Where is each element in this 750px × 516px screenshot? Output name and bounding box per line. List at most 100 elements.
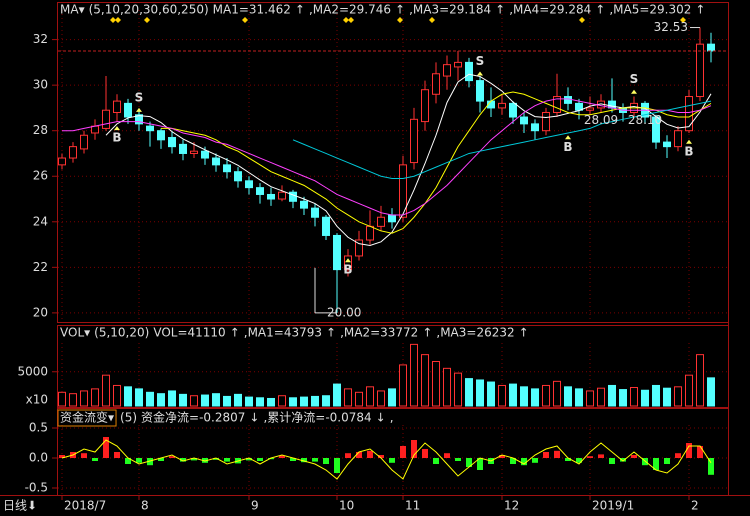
candle-body bbox=[212, 157, 220, 166]
candle-body bbox=[333, 234, 341, 271]
volume-bar bbox=[399, 364, 407, 407]
volume-bar bbox=[487, 381, 495, 407]
volume-bar bbox=[531, 388, 539, 407]
volume-bar bbox=[641, 389, 649, 407]
header-item: ↑ bbox=[695, 3, 705, 17]
candle-body bbox=[201, 150, 209, 159]
candle-body bbox=[498, 102, 506, 109]
header-item: MA1=31.462 bbox=[213, 3, 291, 17]
x-tick-label: 12 bbox=[504, 499, 519, 513]
volume-bar bbox=[707, 377, 715, 407]
flow-bar bbox=[81, 453, 87, 458]
candle-body bbox=[69, 146, 77, 159]
volume-unit: x10 bbox=[26, 393, 48, 407]
flow-bar bbox=[323, 458, 329, 464]
flow-bar bbox=[477, 458, 483, 470]
volume-bar bbox=[201, 394, 209, 407]
header-item: ,MA2=33772 bbox=[340, 326, 418, 340]
header-item: ,累计净流=-0.0784 bbox=[263, 411, 371, 425]
flow-bar bbox=[92, 458, 98, 461]
volume-bar bbox=[597, 387, 605, 407]
flow-bar bbox=[279, 455, 285, 458]
x-tick-label: 2 bbox=[691, 499, 699, 513]
flow-bar bbox=[367, 450, 373, 458]
y-tick-label: 28 bbox=[33, 123, 48, 137]
signal: B bbox=[112, 131, 121, 145]
annotation: 28.09 bbox=[584, 113, 618, 127]
volume-bar bbox=[421, 354, 429, 407]
flow-bar bbox=[103, 437, 109, 458]
signal-arrow bbox=[686, 139, 692, 144]
signal: S bbox=[630, 72, 639, 86]
volume-bar bbox=[586, 390, 594, 407]
x-tick-label: 2018/7 bbox=[64, 499, 106, 513]
volume-bar bbox=[454, 372, 462, 407]
header-item: MA▾ bbox=[60, 3, 85, 17]
flow-bar bbox=[708, 458, 714, 475]
candle-body bbox=[157, 130, 165, 141]
flow-bar bbox=[422, 449, 428, 458]
y-tick-label: 26 bbox=[33, 169, 48, 183]
x-tick-label: 10 bbox=[339, 499, 354, 513]
flow-bar bbox=[378, 455, 384, 458]
flow-bar bbox=[301, 458, 307, 463]
candle-body bbox=[366, 225, 374, 241]
candle-body bbox=[586, 107, 594, 111]
signal-arrow bbox=[631, 89, 637, 94]
flow-bar bbox=[631, 455, 637, 458]
volume-bar bbox=[377, 390, 385, 407]
volume-bar bbox=[80, 390, 88, 407]
volume-bar bbox=[212, 393, 220, 407]
flow-bar bbox=[587, 456, 593, 458]
candle-body bbox=[124, 102, 132, 118]
header-item: ↑ bbox=[495, 3, 505, 17]
flow-bar bbox=[224, 458, 230, 462]
flow-bar bbox=[675, 453, 681, 458]
flow-bar bbox=[147, 458, 153, 466]
header-item: ↑ bbox=[519, 326, 529, 340]
volume-bar bbox=[685, 374, 693, 407]
candle-body bbox=[344, 255, 352, 271]
volume-bar bbox=[179, 393, 187, 407]
flow-bar bbox=[433, 458, 439, 464]
volume-bar bbox=[630, 387, 638, 407]
y-tick-label: 32 bbox=[33, 32, 48, 46]
volume-bar bbox=[509, 383, 517, 407]
candle-body bbox=[432, 73, 440, 95]
y-tick-label: 20 bbox=[33, 305, 48, 319]
candle-body bbox=[520, 116, 528, 125]
annotation: 32.53 bbox=[654, 20, 688, 34]
candle-body bbox=[256, 187, 264, 195]
flow-bar bbox=[598, 454, 604, 458]
flow-bar bbox=[521, 458, 527, 466]
volume-bar bbox=[168, 390, 176, 407]
flow-name: 资金流变▾ bbox=[60, 410, 114, 425]
volume-bar bbox=[652, 384, 660, 407]
header-item: ↑ bbox=[295, 3, 305, 17]
volume-bar bbox=[619, 389, 627, 407]
flow-bar bbox=[455, 458, 461, 461]
volume-bar bbox=[443, 367, 451, 407]
volume-bar bbox=[410, 343, 418, 407]
candle-body bbox=[553, 96, 561, 113]
signal: B bbox=[684, 144, 693, 158]
volume-bar bbox=[498, 384, 506, 407]
candle-body bbox=[399, 164, 407, 218]
flow-bar bbox=[444, 453, 450, 458]
header-item: (5,10,20,30,60,250) bbox=[89, 3, 209, 17]
volume-bar bbox=[674, 386, 682, 407]
candle-body bbox=[135, 114, 143, 125]
y-tick-label: -0.5 bbox=[25, 481, 48, 495]
candle-body bbox=[168, 137, 176, 148]
volume-bar bbox=[663, 387, 671, 407]
header-item: 资金净流=-0.2807 bbox=[141, 410, 245, 425]
flow-bar bbox=[543, 452, 549, 458]
y-tick-label: 0.0 bbox=[29, 451, 48, 465]
ma-line bbox=[62, 98, 712, 216]
flow-bar bbox=[334, 458, 340, 473]
header-item: ↓ bbox=[249, 411, 259, 425]
period-label[interactable]: 日线⬇ bbox=[3, 499, 37, 513]
volume-bar bbox=[58, 391, 66, 407]
candle-body bbox=[696, 43, 704, 98]
candle-body bbox=[564, 96, 572, 104]
